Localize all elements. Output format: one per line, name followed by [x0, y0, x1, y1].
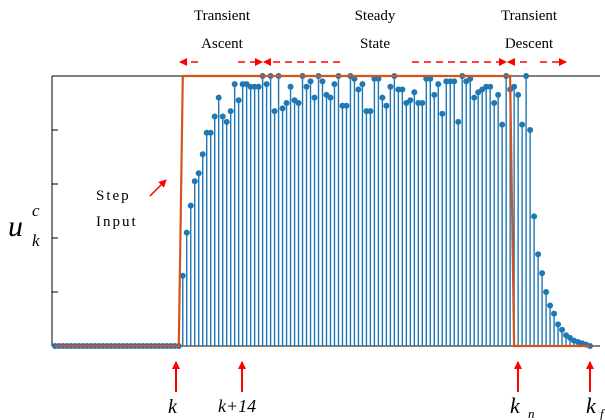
stem-marker — [199, 151, 206, 158]
stem-marker — [179, 272, 186, 279]
marker-kn-sub: n — [528, 406, 535, 420]
stem-marker — [411, 89, 418, 96]
stem-marker — [343, 102, 350, 109]
stem-marker — [211, 113, 218, 120]
stem-marker — [187, 202, 194, 209]
stem-marker — [439, 110, 446, 117]
stem-marker — [487, 83, 494, 90]
stem-marker — [419, 100, 426, 106]
stem-marker — [515, 91, 522, 98]
stem-marker — [427, 75, 434, 82]
marker-k14-label: k+14 — [218, 396, 256, 416]
stem-marker — [367, 108, 374, 115]
stem-marker — [263, 81, 270, 88]
marker-k-label: k — [168, 396, 178, 418]
stem-marker — [407, 97, 414, 104]
y-label-sub: k — [32, 231, 40, 250]
stem-marker — [319, 78, 326, 85]
stem-marker — [451, 78, 458, 85]
stem-marker — [499, 121, 506, 128]
stem-marker — [495, 91, 502, 98]
phase-ascent-line2: Ascent — [201, 36, 243, 52]
stem-marker — [519, 121, 526, 128]
stem-marker — [195, 170, 202, 177]
stem-marker — [511, 83, 518, 90]
stem-marker — [215, 94, 222, 101]
stem-marker — [547, 302, 554, 309]
stem-marker — [295, 100, 302, 106]
stem-marker — [231, 81, 238, 88]
stem-marker — [531, 213, 538, 220]
stem-marker — [307, 78, 314, 85]
step-input-line2: Input — [96, 214, 138, 230]
stem-marker — [311, 94, 318, 101]
stem-marker — [435, 81, 442, 88]
stem-marker — [543, 289, 550, 295]
index-markers: k k+14 k n k f — [168, 361, 605, 420]
stem-marker — [219, 113, 226, 120]
stem-marker — [235, 97, 242, 104]
stem-marker — [535, 251, 542, 258]
stem-marker — [375, 75, 382, 82]
stem-marker — [455, 118, 462, 125]
stem-marker — [223, 118, 230, 125]
phase-ascent-line1: Transient — [194, 8, 251, 24]
phase-descent-line2: Descent — [505, 36, 554, 52]
marker-kn-label: k — [510, 393, 521, 418]
stem-marker — [283, 100, 290, 106]
stem-marker — [559, 326, 566, 333]
stem-marker — [303, 83, 310, 90]
stem-marker — [551, 310, 558, 317]
stem-marker — [227, 108, 234, 115]
step-input-line1: Step — [96, 188, 131, 204]
stem-marker — [359, 81, 366, 88]
stem-marker — [271, 108, 278, 115]
stem-marker — [431, 91, 438, 98]
y-label-main: u — [8, 210, 23, 243]
step-input-annotation: Step Input — [96, 179, 167, 230]
stem-marker — [327, 94, 334, 101]
stem-marker — [351, 75, 358, 82]
stem-marker — [287, 83, 294, 90]
y-label-sup: c — [32, 201, 40, 220]
stem-marker — [379, 94, 386, 101]
stem-marker — [255, 83, 262, 90]
marker-kf-sub: f — [600, 406, 605, 420]
stem-marker — [387, 83, 394, 90]
stem-marker — [191, 178, 198, 185]
marker-kf-label: k — [586, 393, 597, 418]
stem-marker — [527, 127, 534, 133]
step-input-line — [55, 74, 590, 348]
y-axis-label: u c k — [8, 201, 40, 250]
phase-steady-line1: Steady — [355, 8, 396, 24]
stem-marker — [183, 229, 190, 236]
stem-marker — [471, 94, 478, 101]
phase-descent-line1: Transient — [501, 8, 558, 24]
stem-marker — [383, 102, 390, 109]
stem-marker — [355, 86, 362, 93]
stem-marker — [331, 81, 338, 88]
phase-steady-line2: State — [360, 36, 390, 52]
stem-marker — [207, 129, 214, 136]
stem-marker — [491, 100, 498, 106]
stem-marker — [279, 105, 286, 112]
stem-marker — [399, 86, 406, 93]
stem-marker — [555, 321, 562, 328]
phase-labels: Transient Ascent Steady State Transient … — [194, 8, 558, 52]
stem-marker — [467, 75, 474, 82]
step-input-arrow — [149, 179, 167, 197]
stem-marker — [539, 270, 546, 277]
stem-marker — [523, 73, 530, 79]
